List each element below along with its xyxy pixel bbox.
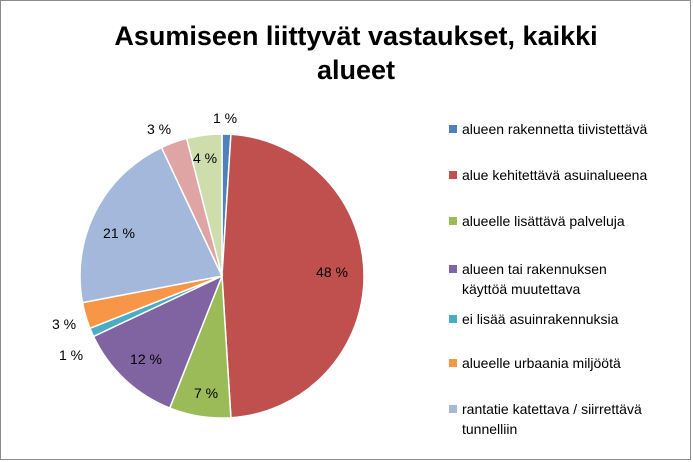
slice-data-label: 1 % — [213, 110, 237, 126]
legend-item: alue kehitettävä asuinalueena — [449, 165, 647, 185]
slice-data-label: 1 % — [59, 347, 83, 363]
pie-slice — [185, 133, 223, 277]
legend-label: alue kehitettävä asuinalueena — [462, 167, 648, 183]
legend-label: rantatie katettava / siirrettävä — [462, 401, 642, 417]
legend-swatch — [449, 171, 457, 179]
legend-label: alueen rakennetta tiivistettävä — [462, 121, 648, 137]
legend-item: alueelle urbaania miljöötä — [449, 353, 621, 373]
slice-data-label: 4 % — [193, 150, 217, 166]
chart-title: Asumiseen liittyvät vastaukset, kaikki a… — [61, 19, 651, 87]
legend-item: rantatie katettava / siirrettävä tunnelli… — [449, 399, 642, 439]
legend-item: alueen tai rakennuksen käyttöä muutettava — [449, 259, 607, 299]
legend-label: käyttöä muutettava — [462, 281, 581, 297]
legend-label: alueen tai rakennuksen — [462, 261, 607, 277]
legend-label: alueelle lisättävä palveluja — [462, 213, 625, 229]
slice-data-label: 12 % — [130, 351, 162, 367]
chart-title-line-1: Asumiseen liittyvät vastaukset, kaikki — [114, 21, 598, 51]
legend-label: ei lisää asuinrakennuksia — [462, 311, 619, 327]
legend-label: alueelle urbaania miljöötä — [462, 355, 621, 371]
legend-swatch — [449, 125, 457, 133]
legend-item: ei lisää asuinrakennuksia — [449, 309, 618, 329]
legend-item: alueelle lisättävä palveluja — [449, 211, 625, 231]
pie-slice — [79, 146, 224, 304]
chart-title-line-2: alueet — [316, 55, 396, 85]
slice-data-label: 21 % — [103, 225, 135, 241]
slice-data-label: 7 % — [194, 385, 218, 401]
pie-slice — [92, 274, 224, 410]
slice-data-label: 3 % — [147, 121, 171, 137]
legend-swatch — [449, 359, 457, 367]
pie-slice — [221, 133, 365, 419]
slice-data-label: 3 % — [52, 316, 76, 332]
legend-label: tunnelliin — [462, 421, 518, 437]
legend-swatch — [449, 217, 457, 225]
legend-item: alueen rakennetta tiivistettävä — [449, 119, 647, 139]
legend-swatch — [449, 315, 457, 323]
legend-swatch — [449, 265, 457, 273]
slice-data-label: 48 % — [316, 264, 348, 280]
legend-swatch — [449, 405, 457, 413]
